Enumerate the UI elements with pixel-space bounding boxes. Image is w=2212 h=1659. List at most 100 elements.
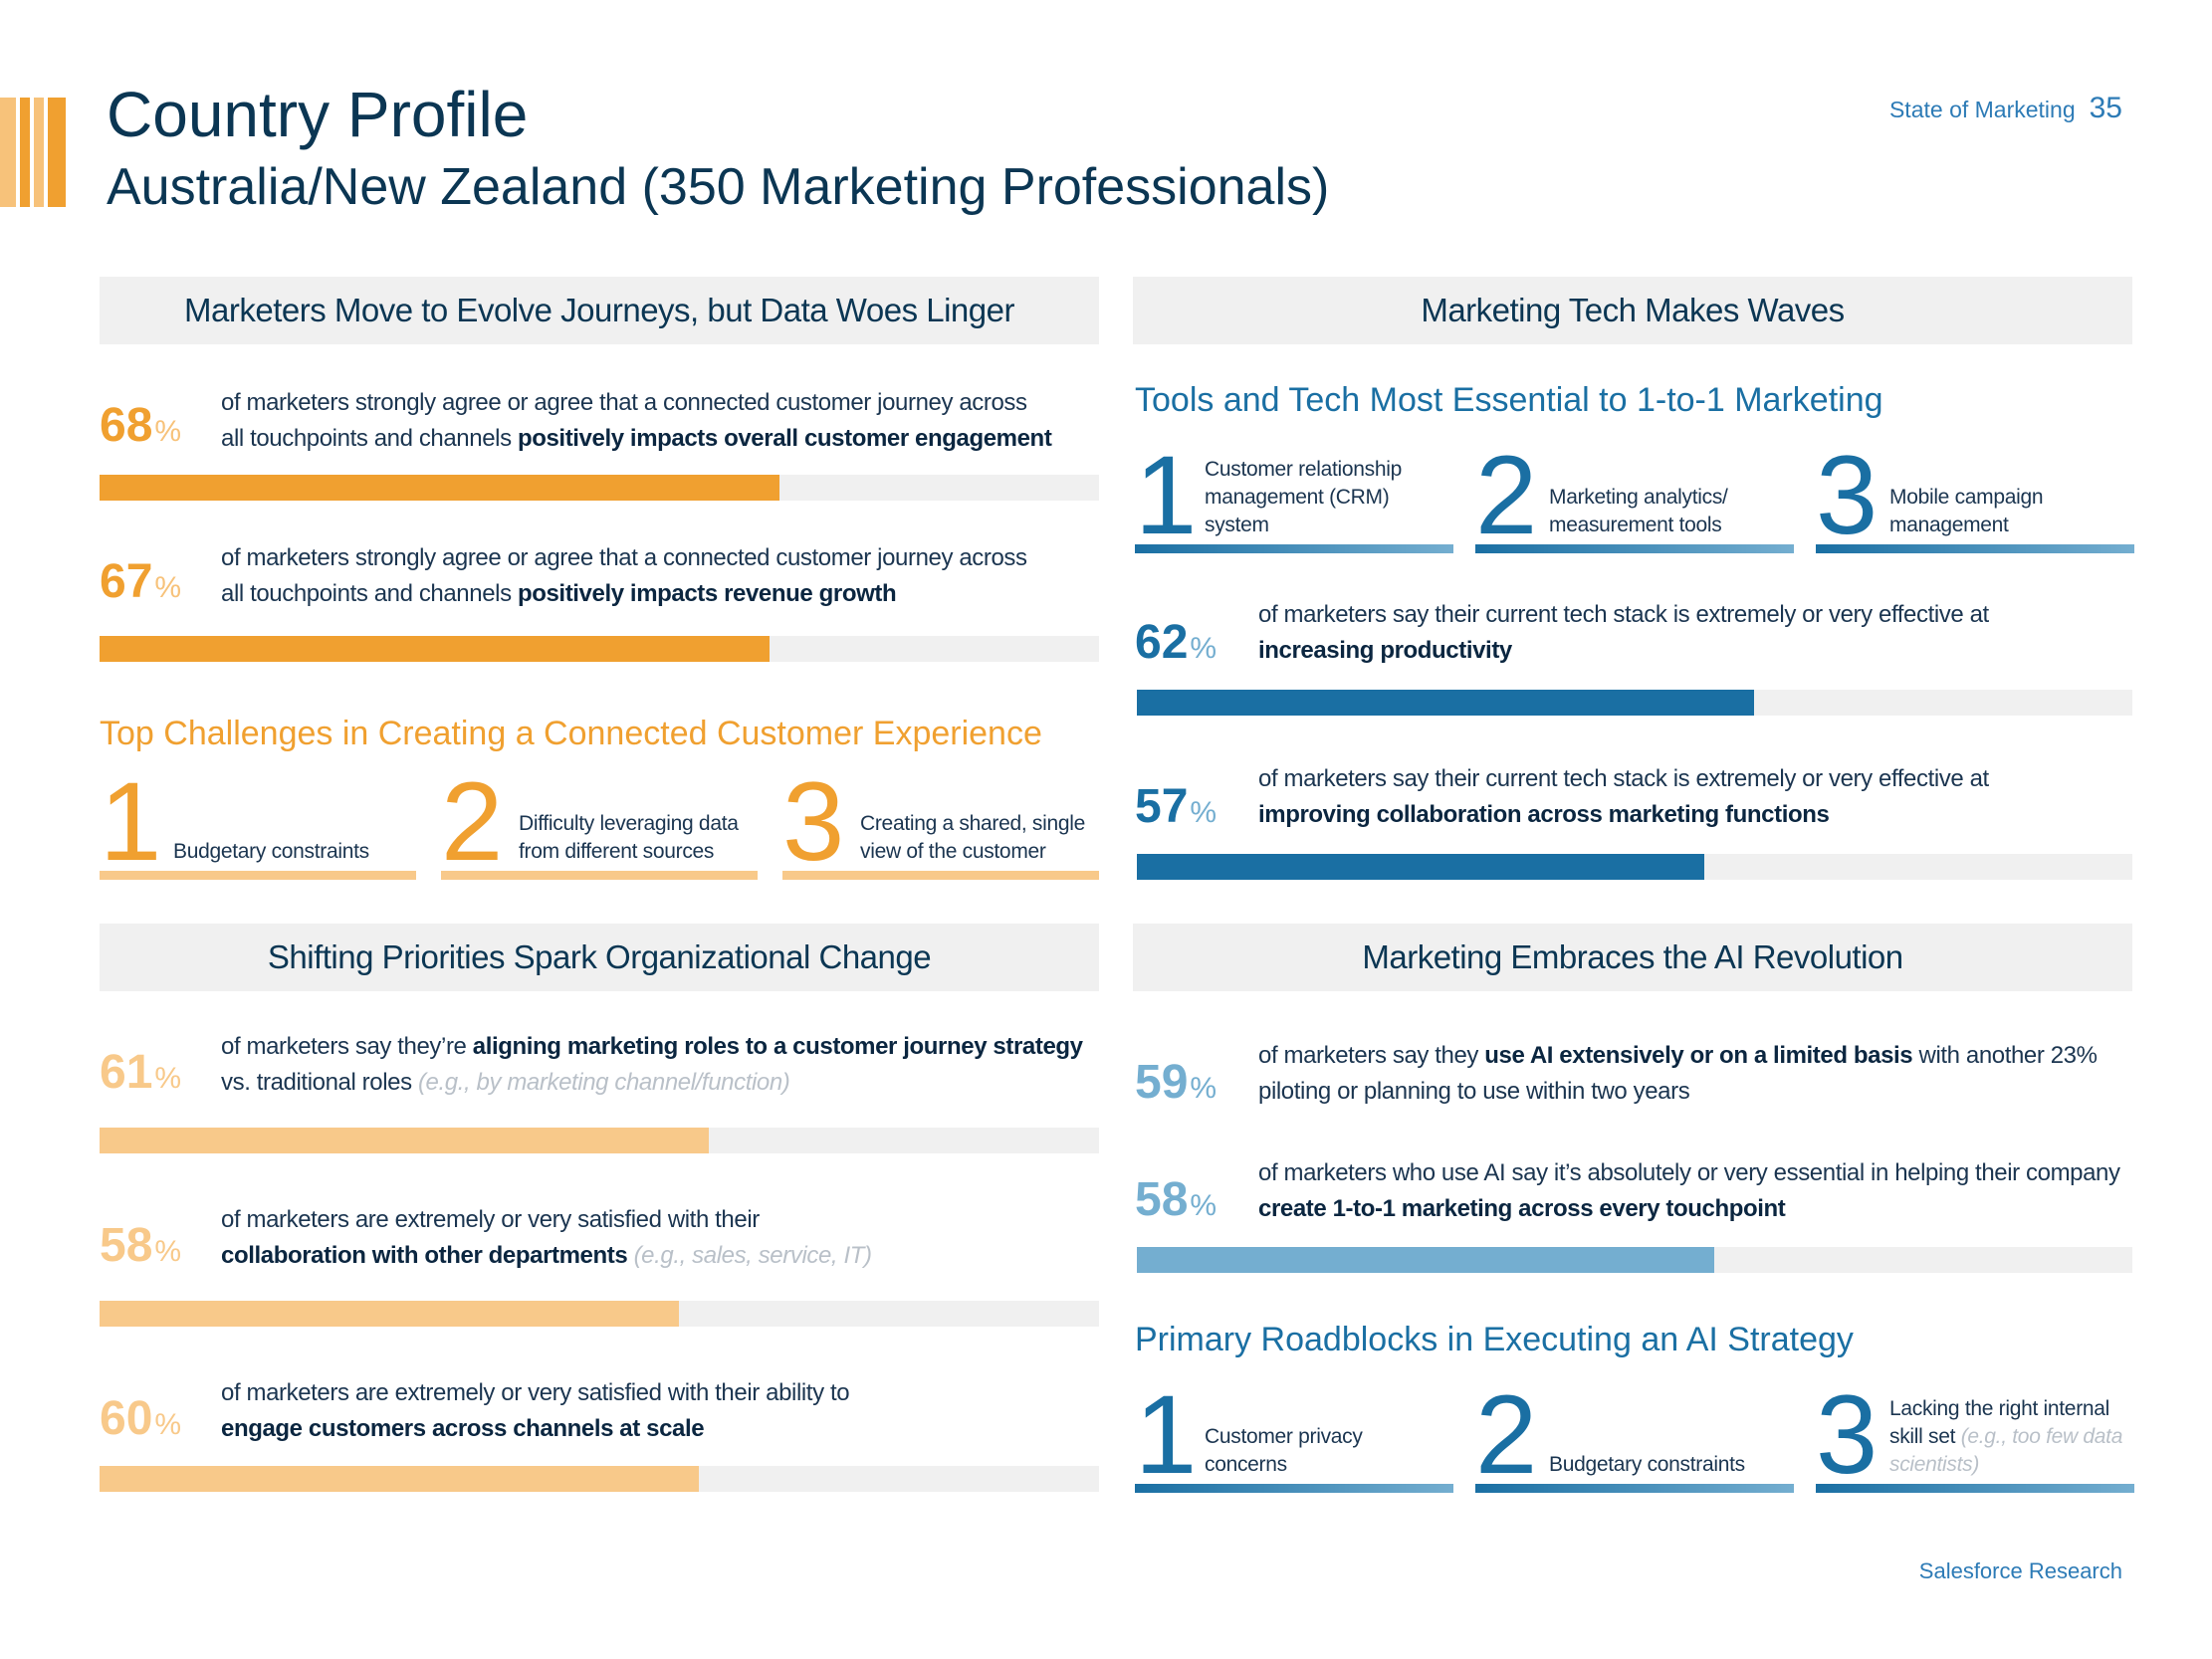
rank-label-line: skill set (e.g., too few data [1889,1423,2122,1451]
rank-number: 3 [1816,1372,1879,1497]
stat-percent-value: 58 [100,1219,153,1272]
percent-sign: % [1190,796,1217,829]
rank-label: Creating a shared, single view of the cu… [860,810,1085,866]
rank-label-line: Difficulty leveraging data [519,812,739,835]
stat-percent-value: 58 [1135,1173,1189,1226]
stat-percent: 59% [1135,1055,1217,1110]
banner-org: Shifting Priorities Spark Organizational… [100,924,1099,991]
rank-label-line: management [1889,514,2009,536]
banner-ai: Marketing Embraces the AI Revolution [1133,924,2132,991]
stat-line: of marketers strongly agree or agree tha… [221,544,1027,571]
stat-line: of marketers say their current tech stac… [1258,765,1989,792]
stat-line: all touchpoints and channels positively … [221,421,1052,457]
stat-percent-value: 57 [1135,780,1189,833]
rank-underline [1816,544,2134,553]
rank-number: 2 [1475,433,1538,557]
rank-label-line: Marketing analytics/ [1549,486,1728,509]
stat-line: of marketers say their current tech stac… [1258,601,1989,628]
progress-track [100,636,1099,662]
stat-highlight: engage customers across channels at scal… [221,1415,705,1442]
stat-highlight: positively impacts overall customer enga… [517,425,1052,452]
stat-percent-value: 62 [1135,616,1189,669]
tool-item: 2 Marketing analytics/ measurement tools [1475,440,1794,553]
stat-description: of marketers are extremely or very satis… [221,1375,850,1447]
stat-percent-value: 67 [100,555,153,608]
rank-number: 1 [1135,433,1198,557]
progress-fill [1137,690,1754,716]
progress-track [100,1301,1099,1327]
stat-highlight: aligning marketing roles to a customer j… [472,1033,1083,1060]
progress-track [100,1128,1099,1153]
stat-percent-value: 68 [100,399,153,452]
stat-percent: 58% [1135,1172,1217,1227]
stat-description: of marketers who use AI say it’s absolut… [1258,1155,2120,1227]
stat-text-post: with another 23% [1912,1042,2098,1069]
rank-label: Budgetary constraints [173,838,369,866]
rank-label-line: system [1205,514,1269,536]
percent-sign: % [154,1235,182,1268]
rank-label-line: management (CRM) [1205,486,1390,509]
stat-percent: 61% [100,1045,181,1100]
stat-highlight: create 1-to-1 marketing across every tou… [1258,1195,1786,1222]
progress-fill [100,475,779,501]
roadblock-item: 1 Customer privacy concerns [1135,1379,1453,1493]
rank-label-line: Customer relationship [1205,458,1402,481]
stat-description: of marketers are extremely or very satis… [221,1202,872,1274]
percent-sign: % [1190,1072,1217,1105]
progress-track [1137,690,2132,716]
footer-source: Salesforce Research [1918,1558,2122,1583]
rank-underline [441,871,758,880]
tool-item: 3 Mobile campaign management [1816,440,2134,553]
stat-percent: 62% [1135,615,1217,670]
stat-text-pre: of marketers say they’re [221,1033,473,1060]
rank-label-note: scientists) [1889,1453,1980,1476]
banner-tech: Marketing Tech Makes Waves [1133,277,2132,344]
stat-line: engage customers across channels at scal… [221,1411,849,1447]
stat-line: improving collaboration across marketing… [1258,797,1989,833]
stat-description: of marketers say they use AI extensively… [1258,1038,2098,1110]
stat-line: of marketers say they’re aligning market… [221,1029,1083,1065]
percent-sign: % [154,571,182,604]
percent-sign: % [154,415,182,448]
challenges-title: Top Challenges in Creating a Connected C… [100,715,1042,752]
progress-track [100,475,1099,501]
rank-label-line: from different sources [519,840,715,863]
rank-number: 1 [100,759,162,884]
stat-percent: 60% [100,1391,181,1446]
tool-item: 1 Customer relationship management (CRM)… [1135,440,1453,553]
percent-sign: % [154,1408,182,1441]
stat-note: (e.g., sales, service, IT) [627,1242,872,1269]
stat-line: all touchpoints and channels positively … [221,576,1027,612]
rank-number: 3 [1816,433,1879,557]
tools-title: Tools and Tech Most Essential to 1-to-1 … [1135,381,1883,419]
stat-line: collaboration with other departments (e.… [221,1238,872,1274]
stat-percent: 57% [1135,779,1217,834]
rank-label-line: measurement tools [1549,514,1722,536]
challenge-item: 2 Difficulty leveraging data from differ… [441,766,758,880]
rank-number: 1 [1135,1372,1198,1497]
stat-line: of marketers strongly agree or agree tha… [221,389,1027,416]
stat-percent: 58% [100,1218,181,1273]
rank-underline [1135,1484,1453,1493]
percent-sign: % [1190,1189,1217,1222]
stat-line: increasing productivity [1258,633,1989,669]
rank-label-line: scientists) [1889,1451,2122,1479]
page-number: 35 [2089,92,2122,124]
rank-label: Mobile campaign management [1889,484,2044,539]
stat-description: of marketers strongly agree or agree tha… [221,385,1052,457]
rank-label: Lacking the right internal skill set (e.… [1889,1395,2122,1479]
stat-highlight: increasing productivity [1258,637,1512,664]
percent-sign: % [154,1062,182,1095]
stat-highlight: collaboration with other departments [221,1242,628,1269]
rank-number: 3 [782,759,845,884]
stat-line: of marketers who use AI say it’s absolut… [1258,1159,2120,1186]
progress-track [1137,854,2132,880]
rank-underline [1816,1484,2134,1493]
progress-fill [1137,1247,1714,1273]
stat-highlight: positively impacts revenue growth [517,580,897,607]
roadblocks-title: Primary Roadblocks in Executing an AI St… [1135,1321,1854,1358]
stat-text-pre: vs. traditional roles [221,1069,418,1096]
roadblock-item: 3 Lacking the right internal skill set (… [1816,1379,2134,1493]
rank-underline [1475,544,1794,553]
rank-label: Difficulty leveraging data from differen… [519,810,739,866]
